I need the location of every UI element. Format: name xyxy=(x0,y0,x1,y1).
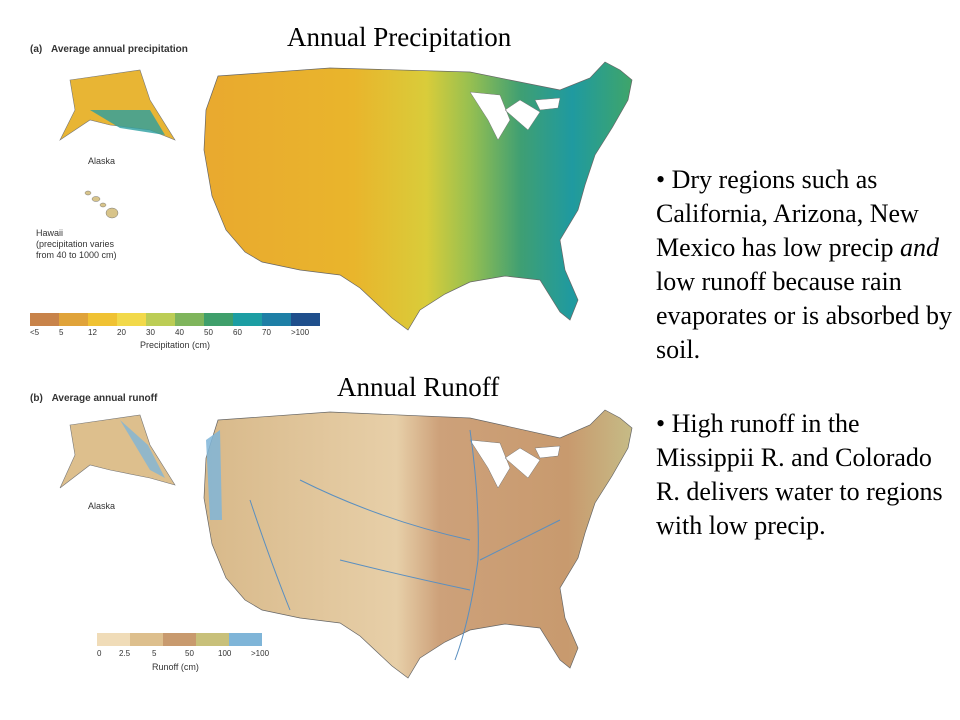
precip-tick: 30 xyxy=(146,328,155,337)
runoff-tick: 50 xyxy=(185,649,194,658)
precip-tick: 5 xyxy=(59,328,64,337)
panel-a-letter: (a) xyxy=(30,44,43,55)
runoff-tick: 2.5 xyxy=(119,649,131,658)
alaska-runoff-shape xyxy=(59,414,176,489)
precip-legend-ticks: <5 5 12 20 30 40 50 60 70 >100 xyxy=(30,328,320,337)
precip-tick: 12 xyxy=(88,328,97,337)
precip-tick: >100 xyxy=(291,328,310,337)
precip-tick: 40 xyxy=(175,328,184,337)
bullet-1-emphasis: and xyxy=(900,233,940,262)
panel-b-title: Average annual runoff xyxy=(51,393,158,404)
bullet-1-text-b: low runoff because rain evaporates or is… xyxy=(656,267,953,364)
panel-a-label: (a) Average annual precipitation xyxy=(30,44,188,55)
hawaii-label-line3: from 40 to 1000 cm) xyxy=(36,250,117,260)
panel-a-title: Average annual precipitation xyxy=(51,44,188,55)
us-precip-shape xyxy=(203,61,633,331)
alaska-label-a: Alaska xyxy=(88,156,116,166)
precip-tick: <5 xyxy=(30,328,40,337)
runoff-tick: 0 xyxy=(97,649,102,658)
bullet-item-dry-regions: • Dry regions such as California, Arizon… xyxy=(656,163,956,367)
hawaii-islands xyxy=(84,190,119,219)
precip-legend-bar xyxy=(30,313,320,326)
runoff-legend-title: Runoff (cm) xyxy=(152,662,199,672)
precip-legend-title: Precipitation (cm) xyxy=(140,340,211,350)
bullet-list: • Dry regions such as California, Arizon… xyxy=(656,163,956,583)
river-network xyxy=(249,429,561,661)
panel-b-letter: (b) xyxy=(30,393,43,404)
runoff-title: Annual Runoff xyxy=(337,372,500,402)
panel-b-label: (b) Average annual runoff xyxy=(30,393,157,404)
precip-tick: 20 xyxy=(117,328,126,337)
us-runoff-shape xyxy=(203,409,633,679)
precip-tick: 70 xyxy=(262,328,271,337)
bullet-item-high-runoff: • High runoff in the Missippii R. and Co… xyxy=(656,409,943,540)
runoff-legend-ticks: 0 2.5 5 50 100 >100 xyxy=(97,649,284,658)
precip-tick: 50 xyxy=(204,328,213,337)
bullet-1-text-a: • Dry regions such as California, Arizon… xyxy=(656,165,919,262)
precipitation-title: Annual Precipitation xyxy=(287,22,512,52)
hawaii-label-line2: (precipitation varies xyxy=(36,239,115,249)
runoff-legend-bar xyxy=(97,633,262,646)
alaska-label-b: Alaska xyxy=(88,501,116,511)
runoff-tick: 5 xyxy=(152,649,157,658)
great-lakes xyxy=(469,91,561,141)
runoff-tick: 100 xyxy=(218,649,232,658)
runoff-tick: >100 xyxy=(251,649,270,658)
precip-tick: 60 xyxy=(233,328,242,337)
hawaii-label-line1: Hawaii xyxy=(36,228,64,238)
